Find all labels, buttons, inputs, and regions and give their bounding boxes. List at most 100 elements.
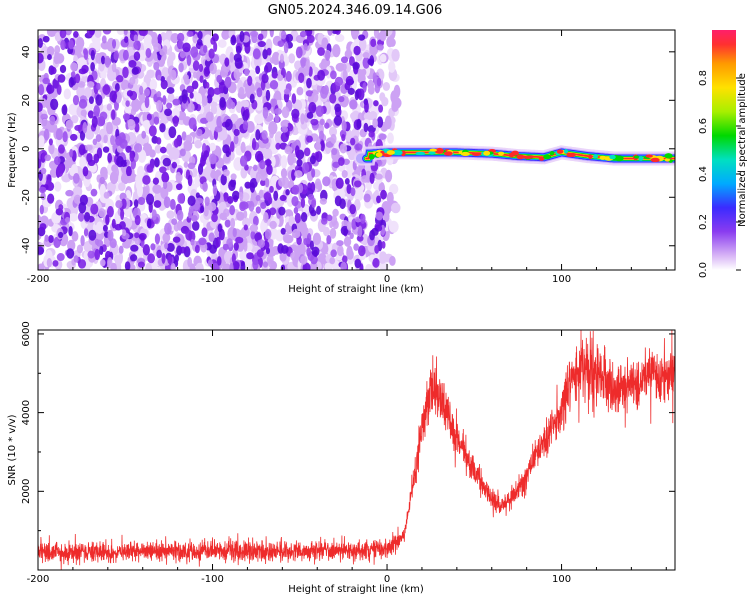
noise-spot <box>311 168 316 178</box>
noise-speck <box>165 181 173 192</box>
noise-spot <box>186 54 192 67</box>
noise-spot <box>192 60 200 71</box>
noise-spot <box>228 180 236 192</box>
noise-spot <box>258 189 264 199</box>
noise-spot <box>252 48 261 60</box>
noise-speck <box>116 30 125 35</box>
noise-speck <box>363 112 373 121</box>
noise-spot <box>244 68 250 77</box>
signal-blob <box>543 154 552 160</box>
noise-speck <box>71 114 79 124</box>
noise-spot <box>68 225 73 237</box>
colorbar-tick-label: 0.2 <box>698 214 709 230</box>
noise-spot <box>172 98 181 106</box>
noise-speck <box>302 205 309 215</box>
noise-spot <box>378 133 387 140</box>
signal-blob <box>638 156 644 161</box>
noise-speck <box>76 84 85 99</box>
noise-spot <box>204 196 210 207</box>
noise-spot <box>58 204 64 211</box>
noise-spot <box>298 72 305 84</box>
noise-speck <box>149 78 158 91</box>
noise-spot <box>378 104 384 113</box>
noise-spot <box>80 235 85 247</box>
noise-spot <box>255 65 261 75</box>
noise-spot <box>331 178 338 188</box>
noise-spot <box>233 135 239 145</box>
noise-speck <box>171 107 180 119</box>
noise-speck <box>79 156 87 169</box>
noise-spot <box>213 41 218 53</box>
noise-speck <box>76 58 84 69</box>
noise-spot <box>300 197 306 209</box>
noise-spot <box>139 30 148 37</box>
signal-blob <box>588 154 593 160</box>
noise-speck <box>389 183 399 195</box>
noise-spot <box>369 172 375 184</box>
spectrogram-panel: -200 -100 0 100 40 20 0 -20 -40 Height of strai… <box>7 29 676 295</box>
noise-spot <box>79 130 86 141</box>
noise-spot <box>150 243 156 251</box>
noise-spot <box>144 96 150 109</box>
y-tick-label: -20 <box>21 189 32 205</box>
noise-spot <box>265 62 273 73</box>
noise-spot <box>153 61 160 71</box>
noise-spot <box>153 42 162 52</box>
noise-spot <box>103 134 108 144</box>
noise-spot <box>194 244 200 254</box>
noise-spot <box>106 206 114 218</box>
noise-spot <box>134 122 140 133</box>
noise-spot <box>346 184 352 195</box>
noise-spot <box>222 243 229 251</box>
noise-spot <box>44 234 49 242</box>
noise-spot <box>189 92 194 99</box>
noise-spot <box>278 59 285 70</box>
noise-spot <box>318 62 327 69</box>
signal-blob <box>549 151 555 156</box>
noise-spot <box>101 35 107 44</box>
noise-spot <box>330 133 337 144</box>
noise-spot <box>320 140 325 152</box>
noise-spot <box>235 45 242 55</box>
noise-spot <box>291 157 297 164</box>
noise-spot <box>163 196 171 209</box>
noise-spot <box>269 185 274 193</box>
noise-spot <box>376 195 381 204</box>
noise-spot <box>137 197 146 206</box>
noise-spot <box>299 30 307 38</box>
noise-spot <box>200 205 205 213</box>
noise-spot <box>39 223 47 231</box>
noise-spot <box>372 257 380 268</box>
noise-spot <box>73 255 79 263</box>
signal-blob <box>664 158 670 162</box>
noise-spot <box>269 130 274 139</box>
signal-blob <box>428 151 436 155</box>
noise-spot <box>114 167 120 178</box>
noise-spot <box>262 48 268 60</box>
noise-spot <box>172 115 179 127</box>
noise-spot <box>285 33 294 43</box>
noise-spot <box>238 191 244 201</box>
noise-speck <box>389 255 396 266</box>
noise-speck <box>105 121 113 135</box>
noise-spot <box>223 208 230 217</box>
noise-spot <box>78 144 86 156</box>
noise-speck <box>194 139 202 149</box>
noise-spot <box>261 73 269 84</box>
noise-spot <box>319 118 325 126</box>
snr-y-label: SNR (10 * v/v) <box>7 414 18 485</box>
noise-speck <box>271 199 281 210</box>
noise-spot <box>74 124 83 132</box>
noise-spot <box>339 143 348 154</box>
noise-spot <box>175 183 183 191</box>
noise-spot <box>362 82 367 93</box>
noise-spot <box>224 118 233 131</box>
noise-spot <box>309 240 314 251</box>
noise-spot <box>269 80 279 90</box>
noise-spot <box>122 66 129 79</box>
noise-spot <box>332 161 341 168</box>
noise-spot <box>186 85 195 94</box>
noise-speck <box>69 213 79 222</box>
noise-spot <box>54 45 61 55</box>
noise-spot <box>372 72 377 82</box>
